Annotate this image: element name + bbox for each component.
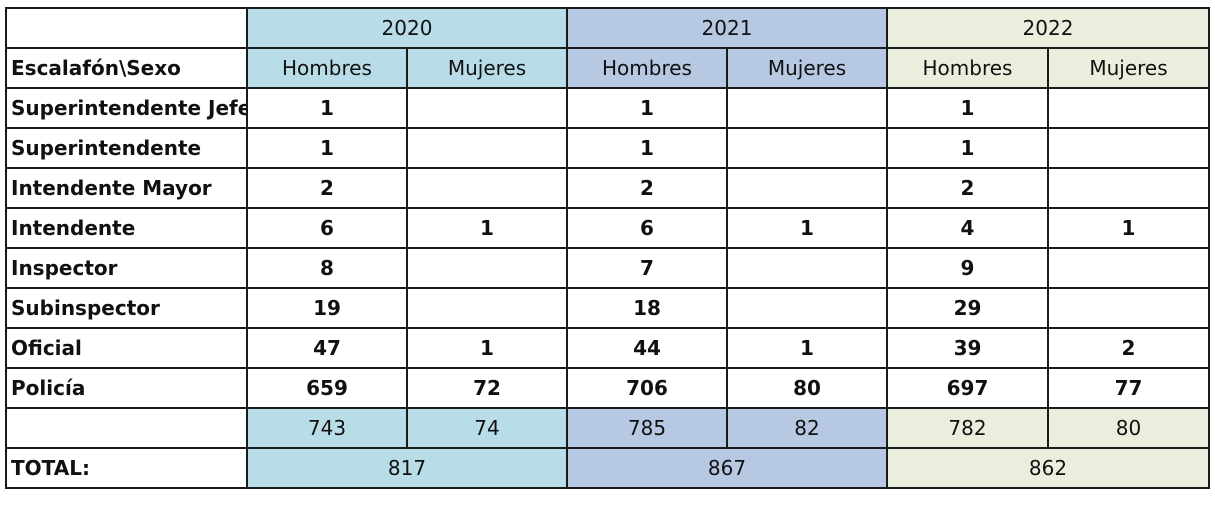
row-label: Intendente Mayor <box>5 167 248 209</box>
subtotal-2020-mujeres: 74 <box>406 407 568 449</box>
table-cell: 706 <box>566 367 728 409</box>
table-row: Intendente 6 1 6 1 4 1 <box>5 207 1210 249</box>
table-cell: 47 <box>246 327 408 369</box>
table-cell: 1 <box>726 207 888 249</box>
row-label: Superintendente <box>5 127 248 169</box>
subtotal-2020-hombres: 743 <box>246 407 408 449</box>
total-2020: 817 <box>246 447 568 489</box>
table-cell <box>726 287 888 329</box>
personnel-table: 2020 2021 2022 Escalafón\Sexo Hombres Mu… <box>5 7 1210 489</box>
subtotal-2022-hombres: 782 <box>886 407 1049 449</box>
total-2021: 867 <box>566 447 888 489</box>
corner-label: Escalafón\Sexo <box>5 47 248 89</box>
total-row: TOTAL: 817 867 862 <box>5 447 1210 489</box>
table-cell: 44 <box>566 327 728 369</box>
table-cell: 1 <box>246 127 408 169</box>
subheader-2021-hombres: Hombres <box>566 47 728 89</box>
sex-header-row: Escalafón\Sexo Hombres Mujeres Hombres M… <box>5 47 1210 89</box>
subtotal-row: 743 74 785 82 782 80 <box>5 407 1210 449</box>
table-cell: 19 <box>246 287 408 329</box>
subheader-2021-mujeres: Mujeres <box>726 47 888 89</box>
table-row: Policía 659 72 706 80 697 77 <box>5 367 1210 409</box>
subtotal-empty-label <box>5 407 248 449</box>
total-2022: 862 <box>886 447 1210 489</box>
table-cell: 659 <box>246 367 408 409</box>
table-cell <box>406 247 568 289</box>
table-row: Superintendente 1 1 1 <box>5 127 1210 169</box>
table-cell: 2 <box>1047 327 1210 369</box>
table-cell <box>1047 167 1210 209</box>
table-cell: 2 <box>566 167 728 209</box>
table-cell: 6 <box>566 207 728 249</box>
table-row: Subinspector 19 18 29 <box>5 287 1210 329</box>
year-header-row: 2020 2021 2022 <box>5 7 1210 49</box>
table-cell: 1 <box>1047 207 1210 249</box>
table-cell: 1 <box>246 87 408 129</box>
row-label: Inspector <box>5 247 248 289</box>
table-cell <box>406 127 568 169</box>
row-label: Oficial <box>5 327 248 369</box>
table-row: Inspector 8 7 9 <box>5 247 1210 289</box>
table-cell <box>726 87 888 129</box>
table-cell: 9 <box>886 247 1049 289</box>
table-cell <box>726 127 888 169</box>
table-cell: 2 <box>886 167 1049 209</box>
subheader-2020-mujeres: Mujeres <box>406 47 568 89</box>
table-cell <box>1047 287 1210 329</box>
table-row: Superintendente Jefe 1 1 1 <box>5 87 1210 129</box>
table-cell: 29 <box>886 287 1049 329</box>
table-cell: 72 <box>406 367 568 409</box>
table-row: Intendente Mayor 2 2 2 <box>5 167 1210 209</box>
table-cell <box>1047 127 1210 169</box>
row-label: Superintendente Jefe <box>5 87 248 129</box>
table-cell: 39 <box>886 327 1049 369</box>
table-cell <box>406 167 568 209</box>
table-cell: 1 <box>406 207 568 249</box>
subheader-2022-hombres: Hombres <box>886 47 1049 89</box>
table-cell <box>1047 87 1210 129</box>
corner-empty-cell <box>5 7 248 49</box>
table-cell: 18 <box>566 287 728 329</box>
subtotal-2022-mujeres: 80 <box>1047 407 1210 449</box>
table-cell <box>406 87 568 129</box>
year-2020-header: 2020 <box>246 7 568 49</box>
row-label: Policía <box>5 367 248 409</box>
table-cell: 1 <box>406 327 568 369</box>
table-cell: 77 <box>1047 367 1210 409</box>
subheader-2022-mujeres: Mujeres <box>1047 47 1210 89</box>
table-cell: 697 <box>886 367 1049 409</box>
total-label: TOTAL: <box>5 447 248 489</box>
subtotal-2021-hombres: 785 <box>566 407 728 449</box>
table-cell <box>1047 247 1210 289</box>
row-label: Subinspector <box>5 287 248 329</box>
year-2022-header: 2022 <box>886 7 1210 49</box>
table-cell: 4 <box>886 207 1049 249</box>
table-cell: 6 <box>246 207 408 249</box>
subheader-2020-hombres: Hombres <box>246 47 408 89</box>
table-cell: 1 <box>566 87 728 129</box>
table-cell <box>726 247 888 289</box>
table-cell: 1 <box>726 327 888 369</box>
table-cell: 80 <box>726 367 888 409</box>
table-cell: 8 <box>246 247 408 289</box>
table-cell: 1 <box>566 127 728 169</box>
table-cell: 7 <box>566 247 728 289</box>
year-2021-header: 2021 <box>566 7 888 49</box>
table-cell: 1 <box>886 87 1049 129</box>
row-label: Intendente <box>5 207 248 249</box>
table-cell <box>726 167 888 209</box>
subtotal-2021-mujeres: 82 <box>726 407 888 449</box>
table-cell <box>406 287 568 329</box>
table-cell: 1 <box>886 127 1049 169</box>
table-row: Oficial 47 1 44 1 39 2 <box>5 327 1210 369</box>
table-cell: 2 <box>246 167 408 209</box>
